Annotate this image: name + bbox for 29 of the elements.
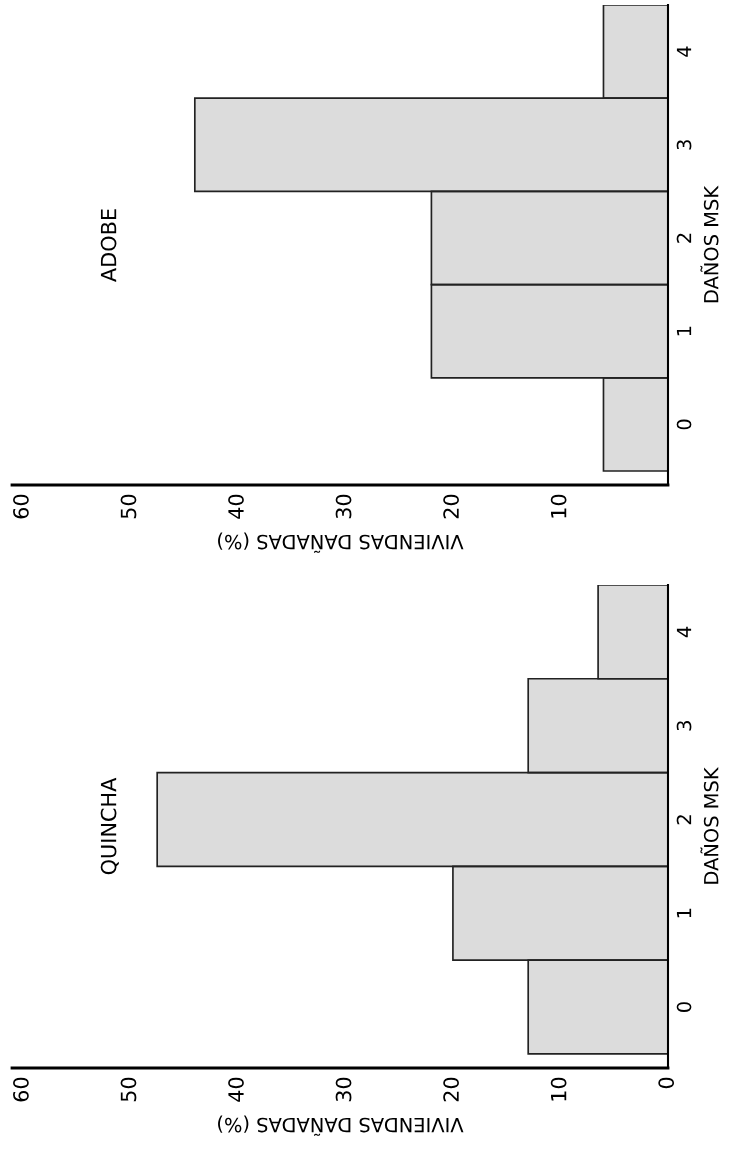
y-tick-label: 2: [676, 815, 692, 825]
y-tick-label: 3: [676, 721, 692, 731]
y-tick-label: 0: [676, 1002, 692, 1012]
x-tick-label: 20: [443, 494, 459, 519]
text: QUINCHA: [100, 777, 119, 875]
y-tick-label: 3: [676, 140, 692, 150]
x-axis-title: VIVIENDAS DAÑADAS (%): [218, 1115, 464, 1136]
y-tick-label: 2: [676, 233, 692, 243]
y-axis-title: DAÑOS MSK: [700, 767, 719, 884]
x-tick-label: 10: [550, 494, 567, 518]
x-axis-title: VIVIENDAS DAÑADAS (%): [218, 532, 464, 553]
y-tick-label: 0: [676, 419, 692, 430]
x-tick-label: 40: [228, 1077, 244, 1102]
x-tick-label: 30: [335, 494, 352, 519]
y-tick-label: 4: [676, 46, 692, 57]
y-tick-label: 1: [676, 908, 692, 918]
x-tick-label: 10: [550, 1077, 567, 1101]
x-tick-label: 60: [13, 494, 29, 519]
y-tick-label: 4: [676, 626, 692, 638]
x-tick-label: 30: [335, 1077, 352, 1102]
x-tick-label: 40: [228, 494, 244, 519]
y-tick-label: 1: [676, 326, 692, 336]
x-tick-label: 60: [13, 1077, 29, 1102]
x-tick-label: 20: [443, 1077, 459, 1102]
x-tick-label: 50: [120, 1077, 137, 1102]
x-tick-label: 0: [658, 1077, 675, 1089]
text: ADOBE: [100, 209, 117, 282]
y-axis-title: DAÑOS MSK: [700, 185, 719, 303]
x-tick-label: 50: [120, 494, 137, 519]
